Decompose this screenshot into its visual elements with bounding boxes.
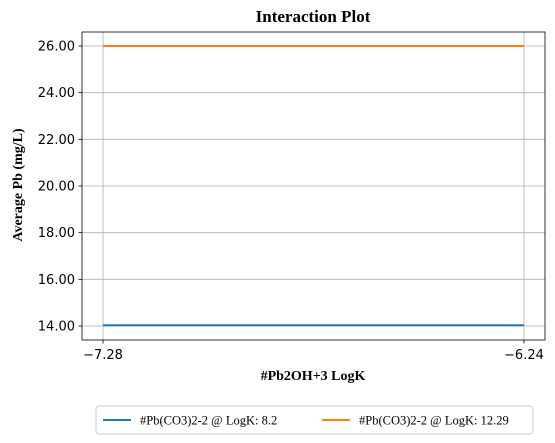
legend: #Pb(CO3)2-2 @ LogK: 8.2 #Pb(CO3)2-2 @ Lo… <box>95 405 534 435</box>
x-axis-ticks: −7.28 −6.24 <box>83 340 544 363</box>
y-tick-label: 18.00 <box>38 226 75 241</box>
legend-label-series-2: #Pb(CO3)2-2 @ LogK: 12.29 <box>359 414 509 428</box>
x-axis-label: #Pb2OH+3 LogK <box>261 369 366 384</box>
x-tick-label: −7.28 <box>83 348 123 363</box>
y-tick-label: 16.00 <box>38 273 75 288</box>
series-lines <box>103 45 524 327</box>
legend-label-series-1: #Pb(CO3)2-2 @ LogK: 8.2 <box>140 414 277 428</box>
x-tick-label: −6.24 <box>504 348 544 363</box>
y-tick-label: 22.00 <box>38 133 75 148</box>
chart-title: Interaction Plot <box>256 7 371 26</box>
y-tick-label: 26.00 <box>38 40 75 55</box>
y-tick-label: 20.00 <box>38 180 75 195</box>
y-axis-label: Average Pb (mg/L) <box>11 128 26 242</box>
y-tick-label: 24.00 <box>38 86 75 101</box>
grid-lines <box>82 32 545 340</box>
y-axis-ticks: 14.00 16.00 18.00 20.00 22.00 24.00 26.00 <box>38 40 82 335</box>
legend-box <box>95 405 534 435</box>
y-tick-label: 14.00 <box>38 320 75 335</box>
